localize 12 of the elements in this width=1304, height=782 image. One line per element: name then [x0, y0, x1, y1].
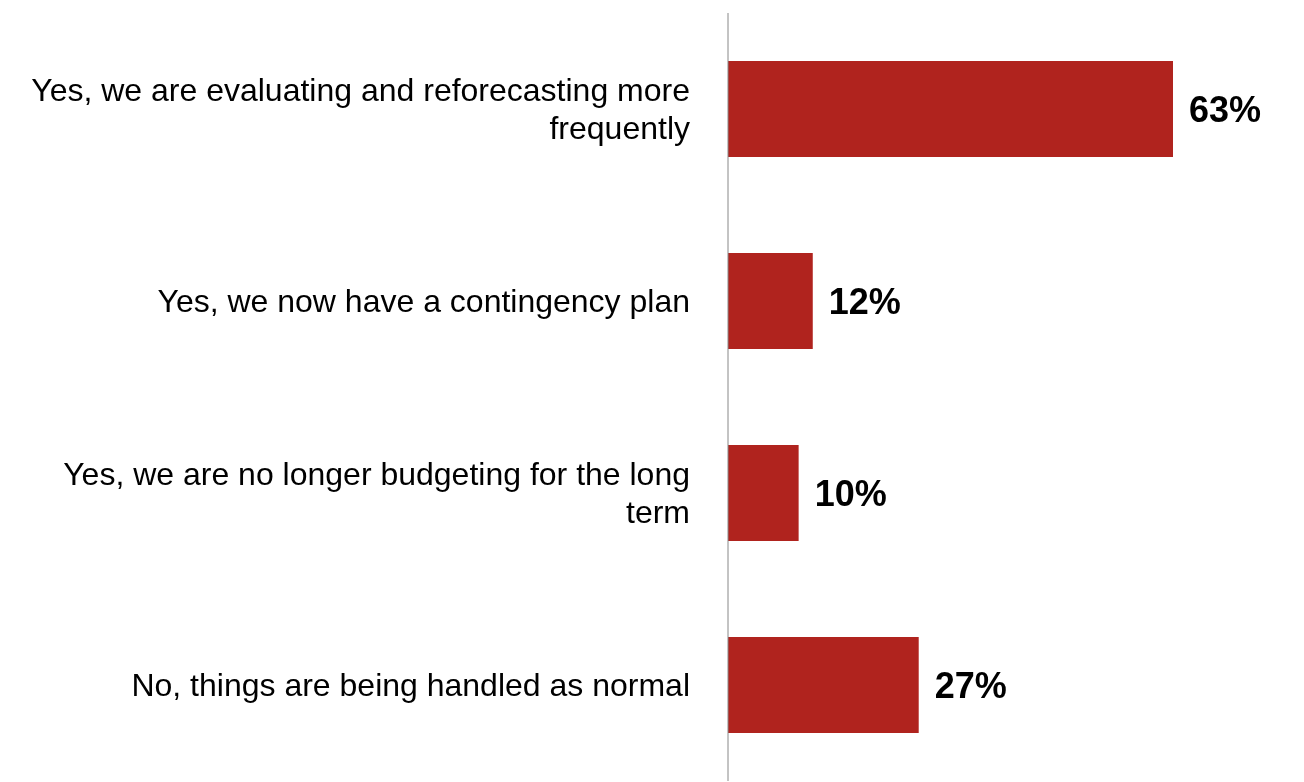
bar: [728, 445, 799, 541]
data-label: 10%: [814, 472, 887, 514]
data-label: 12%: [828, 280, 901, 322]
y-tick-label: Yes, we are evaluating and reforecasting more frequently: [31, 72, 690, 146]
bar: [728, 61, 1173, 157]
y-tick-label: Yes, we now have a contingency plan: [157, 283, 690, 319]
data-label: 63%: [1189, 88, 1262, 130]
data-label: 27%: [934, 664, 1007, 706]
bar: [728, 253, 813, 349]
y-tick-label: Yes, we are no longer budgeting for the long term: [63, 456, 690, 530]
y-tick-label: No, things are being handled as normal: [131, 667, 690, 703]
bar: [728, 637, 919, 733]
